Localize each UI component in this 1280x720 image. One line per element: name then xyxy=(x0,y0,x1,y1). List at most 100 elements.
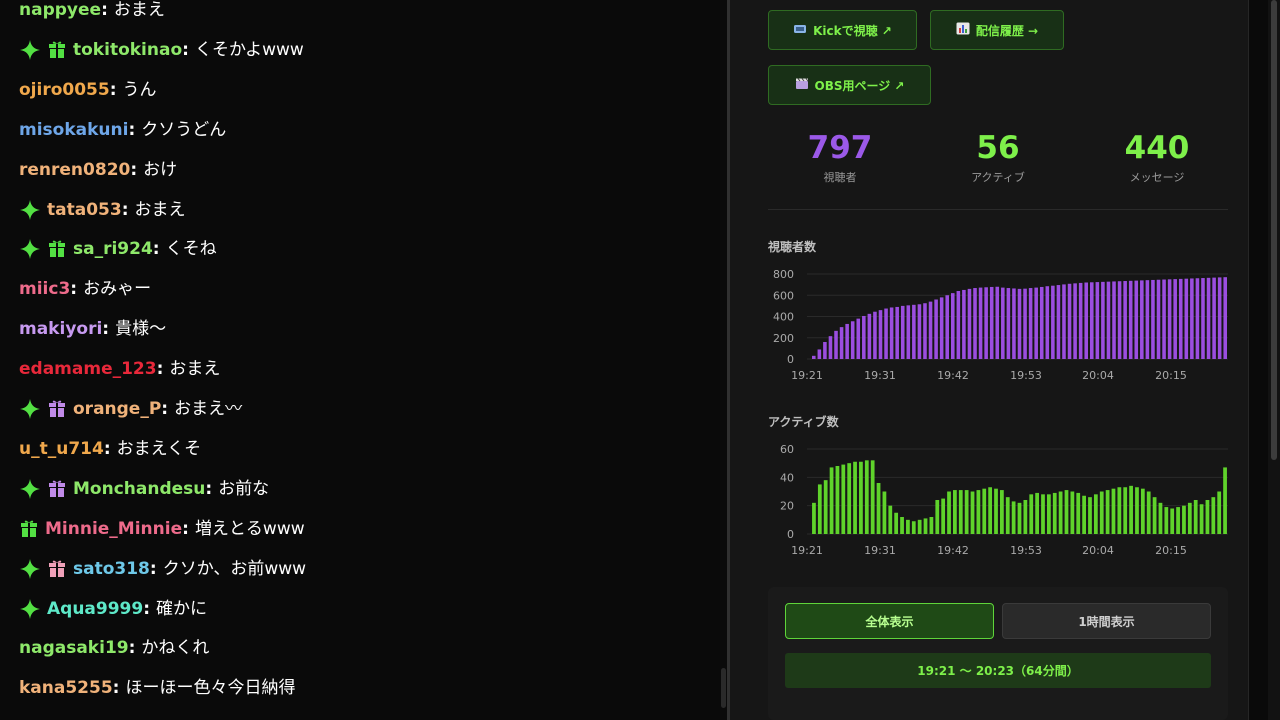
chat-username[interactable]: Monchandesu xyxy=(73,478,206,499)
active-chart-bar xyxy=(906,519,910,534)
chat-username[interactable]: Minnie_Minnie xyxy=(45,518,183,539)
viewers-chart-bar xyxy=(1151,279,1155,359)
viewers-chart-bar xyxy=(995,286,1000,359)
chat-username[interactable]: sato318 xyxy=(73,558,150,579)
chat-separator: : xyxy=(70,279,78,300)
active-chart-bar xyxy=(1211,497,1216,534)
active-chart-bar xyxy=(823,480,828,534)
chat-separator: : xyxy=(101,0,108,20)
viewers-chart-bar xyxy=(1084,282,1088,359)
viewers-chart-bar xyxy=(1039,286,1044,359)
gift-badge-icon xyxy=(47,559,67,579)
chat-message: Minnie_Minnie: 増えとるwww xyxy=(19,517,305,541)
viewers-chart-bar xyxy=(1023,288,1027,359)
viewers-chart-bar xyxy=(1073,283,1077,359)
stat-messages: 440 メッセージ xyxy=(1087,128,1227,185)
chat-separator: : xyxy=(182,39,189,60)
viewers-chart-title: 視聴者数 xyxy=(768,240,817,254)
viewers-chart-bar xyxy=(1090,282,1094,359)
chat-username[interactable]: nappyee xyxy=(19,0,102,20)
viewers-chart: 800 600 400 200 0 19:21 19:31 19:42 19:53 20:04 20… xyxy=(773,268,1228,382)
viewers-chart-ytick-label: 800 xyxy=(773,268,794,281)
chat-message: misokakuni: クソうどん xyxy=(19,118,226,142)
active-chart-bar xyxy=(847,463,852,534)
active-chart-ytick-label: 60 xyxy=(780,443,794,456)
obs-page-button[interactable]: OBS用ページ ↗ xyxy=(768,65,931,105)
active-chart-bar xyxy=(864,460,869,534)
chat-username[interactable]: misokakuni xyxy=(19,119,129,140)
active-chart-bar xyxy=(1217,491,1222,534)
chat-message: sato318: クソか、お前www xyxy=(19,557,306,581)
viewers-chart-bar xyxy=(1173,279,1177,359)
chat-username[interactable]: nagasaki19 xyxy=(19,638,129,659)
chat-text: おまえくそ xyxy=(116,438,202,459)
chat-username[interactable]: tata053 xyxy=(47,199,122,220)
bar-chart-icon xyxy=(956,22,970,38)
chat-separator: : xyxy=(161,399,169,419)
active-chart-bar xyxy=(917,519,922,534)
active-chart-bar xyxy=(888,505,893,534)
viewers-chart-bar xyxy=(984,287,988,359)
chat-username[interactable]: makiyori xyxy=(19,319,103,340)
viewers-chart-bar xyxy=(1117,281,1122,359)
stats-divider xyxy=(768,209,1228,210)
chat-text: 貴様〜 xyxy=(115,319,167,340)
active-chart-bar xyxy=(988,487,993,534)
chat-text: おまえ xyxy=(134,199,186,220)
viewers-chart-xtick-label: 19:31 xyxy=(864,369,896,382)
active-chart-bar xyxy=(1193,500,1198,534)
chat-separator: : xyxy=(149,558,157,579)
kick-watch-button[interactable]: Kickで視聴 ↗ xyxy=(768,10,917,50)
chat-message: nappyee: おまえ xyxy=(19,0,165,22)
viewers-chart-bar xyxy=(1062,284,1066,359)
stream-history-button[interactable]: 配信履歴 → xyxy=(930,10,1064,50)
active-chart-bar xyxy=(1000,490,1004,534)
chat-separator: : xyxy=(128,638,136,659)
viewers-chart-bar xyxy=(1195,278,1200,359)
active-chart: 60 40 20 0 19:21 19:31 19:42 19:53 20:04 20:15 xyxy=(780,443,1228,557)
active-chart-xtick-label: 19:21 xyxy=(791,544,823,557)
active-chart-bar xyxy=(1129,485,1133,534)
chat-scrollbar[interactable] xyxy=(721,668,726,708)
chat-username[interactable]: sa_ri924 xyxy=(73,239,153,260)
chat-username[interactable]: kana5255 xyxy=(19,678,113,699)
show-one-hour-button[interactable]: 1時間表示 xyxy=(1002,603,1211,639)
chat-text: おまえ xyxy=(113,0,165,20)
viewers-chart-bar xyxy=(1162,279,1166,359)
stat-messages-label: メッセージ xyxy=(1129,171,1185,184)
chat-username[interactable]: Aqua9999 xyxy=(47,598,144,619)
chat-username[interactable]: ojiro0055 xyxy=(19,79,110,100)
active-chart-bar xyxy=(870,460,875,534)
chat-message: u_t_u714: おまえくそ xyxy=(19,437,201,461)
viewers-chart-bar xyxy=(939,297,944,360)
viewers-chart-bar xyxy=(1190,278,1194,359)
active-chart-bar xyxy=(1017,502,1022,534)
viewers-chart-bar xyxy=(1045,286,1050,359)
chat-text: ほーほー色々今日納得 xyxy=(125,678,296,699)
chat-username[interactable]: miic3 xyxy=(19,279,71,300)
kick-watch-label: Kickで視聴 ↗ xyxy=(813,23,892,38)
chat-username[interactable]: renren0820 xyxy=(19,159,131,180)
active-chart-bar xyxy=(1005,497,1010,534)
chat-username[interactable]: tokitokinao xyxy=(73,39,183,60)
chat-separator: : xyxy=(128,119,136,140)
viewers-chart-bar xyxy=(873,311,877,359)
gift-badge-icon xyxy=(47,239,67,259)
page-scrollbar[interactable] xyxy=(1268,0,1280,720)
viewers-chart-bar xyxy=(1078,282,1083,359)
viewers-chart-bar xyxy=(884,308,888,359)
active-chart-bar xyxy=(1117,487,1122,534)
active-chart-bar xyxy=(1205,500,1210,534)
chat-username[interactable]: orange_P xyxy=(73,399,162,419)
chat-text: クソか、お前www xyxy=(162,558,307,579)
active-chart-bar xyxy=(817,484,822,534)
chat-username[interactable]: u_t_u714 xyxy=(19,438,104,459)
page-scrollbar-thumb[interactable] xyxy=(1271,0,1277,460)
chat-text: かねくれ xyxy=(141,638,210,659)
chat-username[interactable]: edamame_123 xyxy=(19,359,157,380)
active-chart-bar xyxy=(964,490,969,534)
chat-message: kana5255: ほーほー色々今日納得 xyxy=(19,676,295,700)
active-chart-title: アクティブ数 xyxy=(768,415,839,429)
active-chart-bar xyxy=(994,488,998,534)
show-all-button[interactable]: 全体表示 xyxy=(785,603,994,639)
